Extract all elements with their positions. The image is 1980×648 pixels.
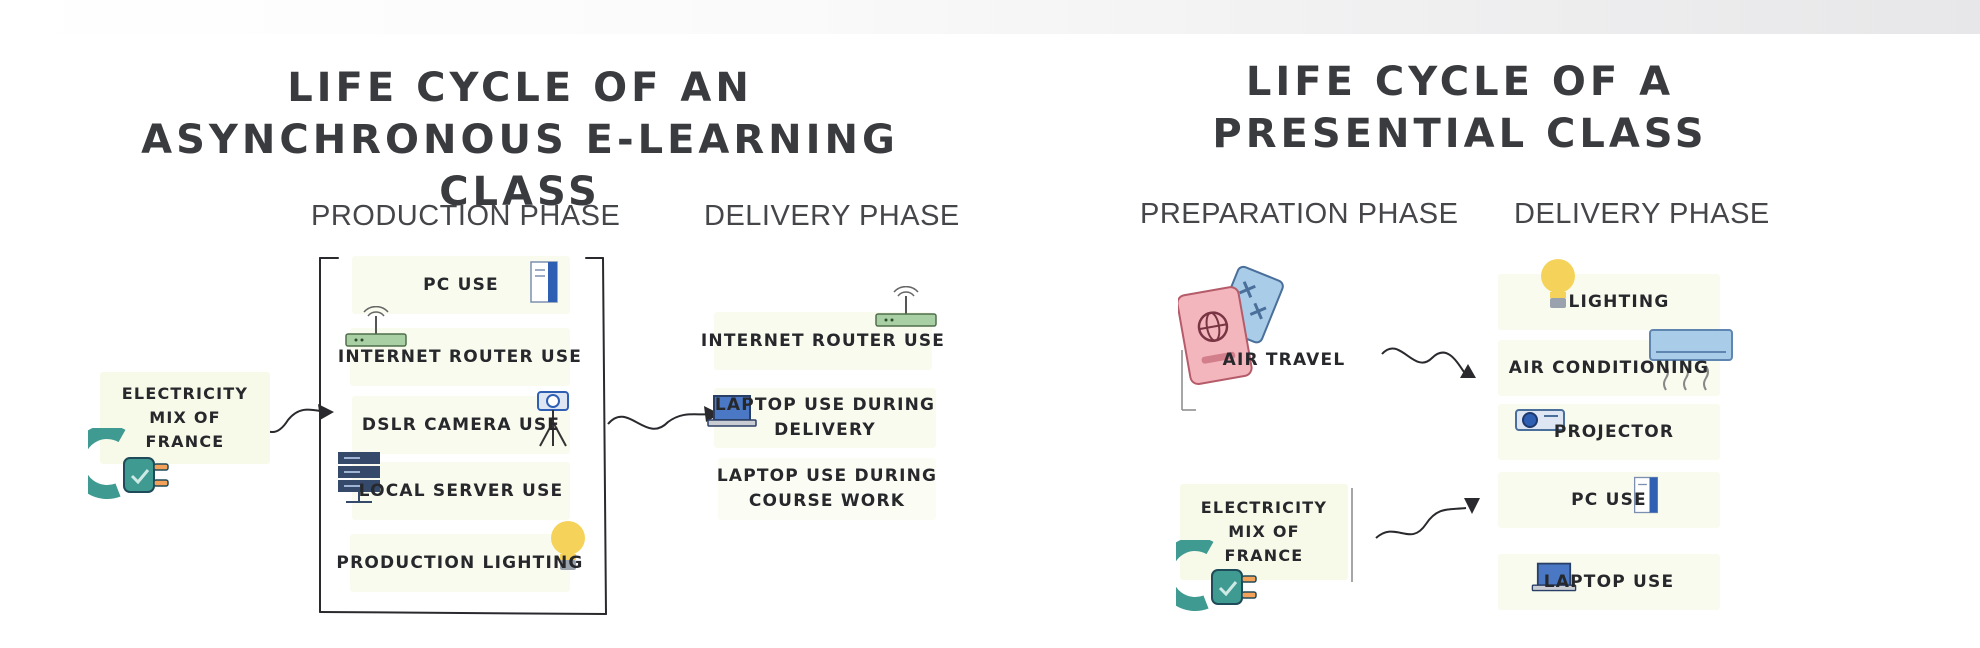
right-delivery-item-pc: PC USE bbox=[1498, 472, 1720, 528]
router-icon bbox=[345, 306, 407, 347]
plug-icon bbox=[1176, 540, 1257, 611]
right-preparation-phase-heading: PREPARATION PHASE bbox=[1140, 198, 1459, 230]
left-production-item-camera: DSLR CAMERA USE bbox=[352, 396, 570, 454]
router-icon bbox=[875, 286, 937, 327]
right-electricity-label: ELECTRICITY MIX OF FRANCE bbox=[1200, 498, 1328, 565]
passport-ticket-icon bbox=[1178, 265, 1284, 385]
left-title-line1: LIFE CYCLE OF AN bbox=[287, 65, 753, 111]
left-delivery-item-laptop-course: LAPTOP USE DURING COURSE WORK bbox=[717, 458, 936, 520]
right-electricity-node: ELECTRICITY MIX OF FRANCE bbox=[1180, 484, 1348, 580]
right-delivery-item-air-conditioning: AIR CONDITIONING bbox=[1498, 340, 1720, 396]
lightbulb-icon bbox=[1541, 259, 1575, 308]
left-title: LIFE CYCLE OF AN ASYNCHRONOUS E-LEARNING… bbox=[60, 62, 980, 218]
pc-tower-icon bbox=[530, 261, 558, 303]
air-conditioner-icon bbox=[1649, 329, 1733, 391]
right-title-line2: PRESENTIAL CLASS bbox=[1212, 111, 1708, 157]
right-air-travel-node: AIR TRAVEL bbox=[1222, 349, 1346, 370]
projector-icon bbox=[1515, 409, 1565, 431]
right-title-line1: LIFE CYCLE OF A bbox=[1245, 59, 1675, 105]
left-production-item-server: LOCAL SERVER USE bbox=[352, 462, 570, 520]
left-delivery-item-router: INTERNET ROUTER USE bbox=[701, 312, 944, 370]
left-production-item-router: INTERNET ROUTER USE bbox=[338, 328, 581, 386]
laptop-icon bbox=[1531, 562, 1577, 592]
left-production-phase-heading: PRODUCTION PHASE bbox=[311, 200, 621, 232]
laptop-icon bbox=[707, 395, 757, 427]
left-electricity-node: ELECTRICITY MIX OF FRANCE bbox=[100, 372, 270, 464]
left-arrow-production-to-delivery bbox=[607, 413, 713, 430]
server-icon bbox=[338, 452, 380, 503]
lightbulb-icon bbox=[551, 521, 585, 570]
left-title-line2: ASYNCHRONOUS E-LEARNING CLASS bbox=[141, 117, 899, 215]
left-electricity-label: ELECTRICITY MIX OF FRANCE bbox=[121, 384, 249, 451]
pc-tower-icon bbox=[1633, 476, 1659, 514]
right-delivery-phase-heading: DELIVERY PHASE bbox=[1514, 198, 1770, 230]
camera-tripod-icon bbox=[537, 391, 569, 447]
top-band bbox=[0, 0, 1980, 34]
left-plug-icon bbox=[88, 428, 169, 499]
left-production-item-lighting: PRODUCTION LIGHTING bbox=[336, 534, 582, 592]
right-delivery-item-lighting: LIGHTING bbox=[1498, 274, 1720, 330]
left-delivery-item-laptop-delivery: LAPTOP USE DURING DELIVERY bbox=[714, 388, 936, 448]
right-delivery-item-laptop: LAPTOP USE bbox=[1498, 554, 1720, 610]
left-delivery-phase-heading: DELIVERY PHASE bbox=[704, 200, 960, 232]
right-title: LIFE CYCLE OF A PRESENTIAL CLASS bbox=[1150, 56, 1770, 160]
